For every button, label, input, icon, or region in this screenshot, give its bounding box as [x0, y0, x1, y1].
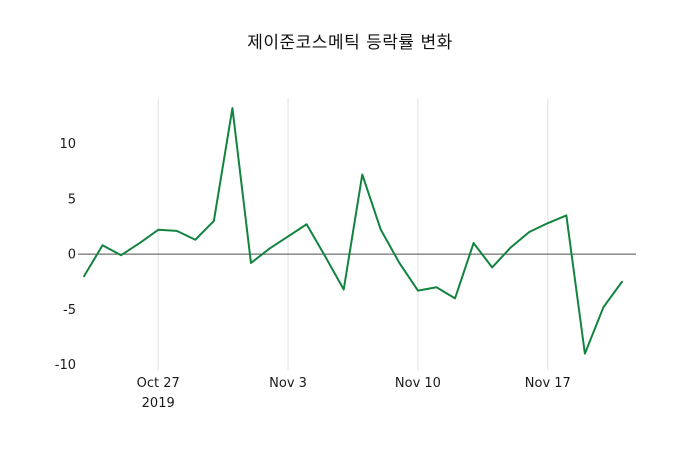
- x-tick-label: Nov 10: [395, 376, 441, 391]
- y-tick-label: 0: [68, 248, 76, 263]
- y-tick-label: -10: [55, 358, 76, 373]
- series-line: [83, 107, 623, 355]
- x-tick-sublabel: 2019: [142, 396, 175, 411]
- chart-title: 제이준코스메틱 등락률 변화: [247, 33, 453, 53]
- x-tick-label: Nov 3: [269, 376, 307, 391]
- y-tick-label: 5: [68, 192, 76, 207]
- y-tick-label: 10: [59, 137, 76, 152]
- y-tick-label: -5: [63, 303, 76, 318]
- x-tick-label: Nov 17: [525, 376, 571, 391]
- x-tick-label: Oct 27: [137, 376, 180, 391]
